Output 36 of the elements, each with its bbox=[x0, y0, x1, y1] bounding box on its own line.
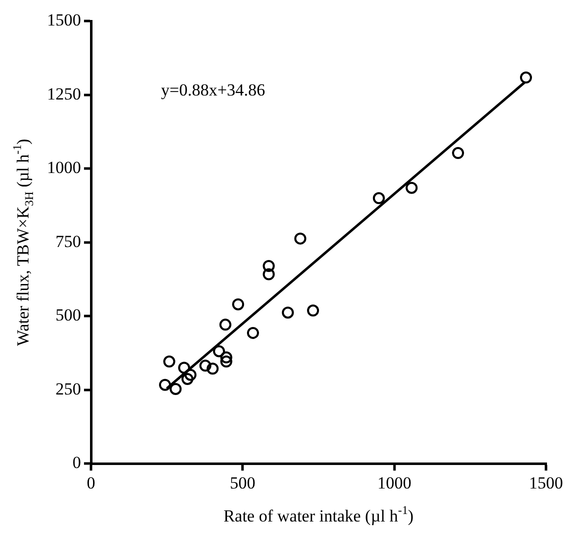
point bbox=[159, 378, 172, 391]
point bbox=[220, 351, 232, 364]
point bbox=[246, 326, 259, 339]
point bbox=[406, 182, 418, 194]
y-tick-label: 500 bbox=[56, 306, 81, 325]
y-tick-label: 1250 bbox=[47, 84, 81, 104]
point bbox=[163, 356, 176, 368]
point bbox=[452, 147, 464, 160]
point bbox=[184, 368, 196, 381]
point bbox=[520, 72, 532, 84]
point bbox=[206, 362, 219, 375]
point bbox=[178, 362, 190, 374]
point bbox=[307, 304, 320, 317]
point bbox=[219, 318, 232, 331]
y-tick-label: 0 bbox=[72, 453, 81, 472]
x-tick-label: 500 bbox=[230, 473, 256, 492]
y-tick-label: 750 bbox=[56, 232, 81, 251]
point bbox=[213, 345, 226, 358]
y-tick-label: 1500 bbox=[47, 10, 81, 30]
point bbox=[232, 298, 244, 310]
x-tick-label: 1500 bbox=[529, 473, 563, 492]
point bbox=[170, 382, 182, 395]
x-tick-label: 0 bbox=[86, 473, 96, 492]
point bbox=[294, 232, 306, 245]
y-tick-label: 1000 bbox=[47, 158, 81, 178]
annotation: y=0.88x+34.86 bbox=[161, 80, 266, 100]
point bbox=[181, 372, 194, 385]
point bbox=[282, 306, 294, 319]
y-tick-label: 250 bbox=[56, 379, 81, 398]
point bbox=[262, 260, 275, 272]
y-axis-title: Water flux, TBW×K3H (µl h-1) bbox=[10, 138, 36, 346]
point bbox=[199, 360, 212, 372]
point bbox=[220, 356, 232, 368]
x-tick-label: 1000 bbox=[377, 473, 412, 492]
point bbox=[262, 268, 275, 280]
point bbox=[372, 192, 385, 204]
